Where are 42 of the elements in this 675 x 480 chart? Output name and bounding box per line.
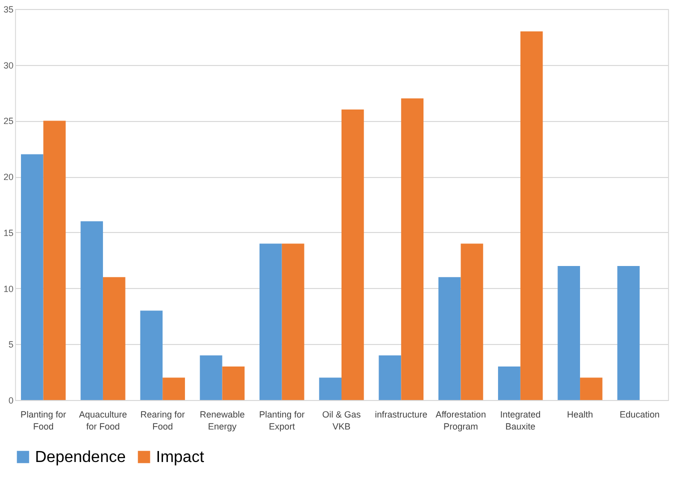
bar bbox=[580, 378, 602, 400]
y-tick-label: 0 bbox=[8, 396, 14, 406]
x-tick-label: Integrated Bauxite bbox=[500, 410, 541, 432]
bar bbox=[558, 266, 580, 400]
y-tick-label: 30 bbox=[3, 60, 14, 70]
bar bbox=[222, 366, 245, 400]
bar bbox=[498, 366, 520, 400]
x-tick-label: Afforestation Program bbox=[436, 410, 486, 432]
x-tick-label: Renewable Energy bbox=[200, 410, 245, 432]
y-tick-label: 10 bbox=[3, 284, 14, 294]
bar bbox=[43, 120, 66, 400]
x-tick-label: Health bbox=[567, 410, 594, 420]
x-tick-label: Education bbox=[620, 410, 660, 420]
x-tick-label: infrastructure bbox=[374, 410, 428, 420]
y-tick-label: 35 bbox=[3, 4, 14, 14]
bar bbox=[102, 277, 126, 400]
y-tick-label: 25 bbox=[3, 116, 14, 126]
legend-label: Dependence bbox=[35, 449, 126, 466]
x-tick-label: Oil & Gas VKB bbox=[322, 410, 362, 432]
y-tick-label: 5 bbox=[8, 340, 14, 350]
bar bbox=[140, 310, 163, 400]
legend-label: Impact bbox=[156, 449, 205, 466]
bar bbox=[162, 378, 185, 400]
y-tick-label: 15 bbox=[3, 228, 14, 238]
bar bbox=[378, 355, 402, 400]
bar bbox=[460, 244, 484, 400]
x-tick-label: Aquaculture for Food bbox=[78, 410, 127, 432]
bar bbox=[617, 266, 640, 400]
bar bbox=[342, 110, 364, 400]
bar bbox=[200, 355, 222, 400]
bar bbox=[20, 154, 44, 400]
x-tick-label: Rearing for Food bbox=[140, 410, 185, 432]
bar bbox=[282, 244, 304, 400]
bar bbox=[520, 31, 543, 400]
bar bbox=[80, 221, 103, 400]
bar bbox=[319, 378, 342, 400]
x-tick-label: Planting for Export bbox=[259, 410, 305, 432]
bar bbox=[401, 98, 424, 400]
bar bbox=[260, 244, 282, 400]
y-tick-label: 20 bbox=[3, 172, 14, 182]
x-tick-label: Planting for Food bbox=[20, 410, 66, 432]
bar bbox=[438, 277, 461, 400]
